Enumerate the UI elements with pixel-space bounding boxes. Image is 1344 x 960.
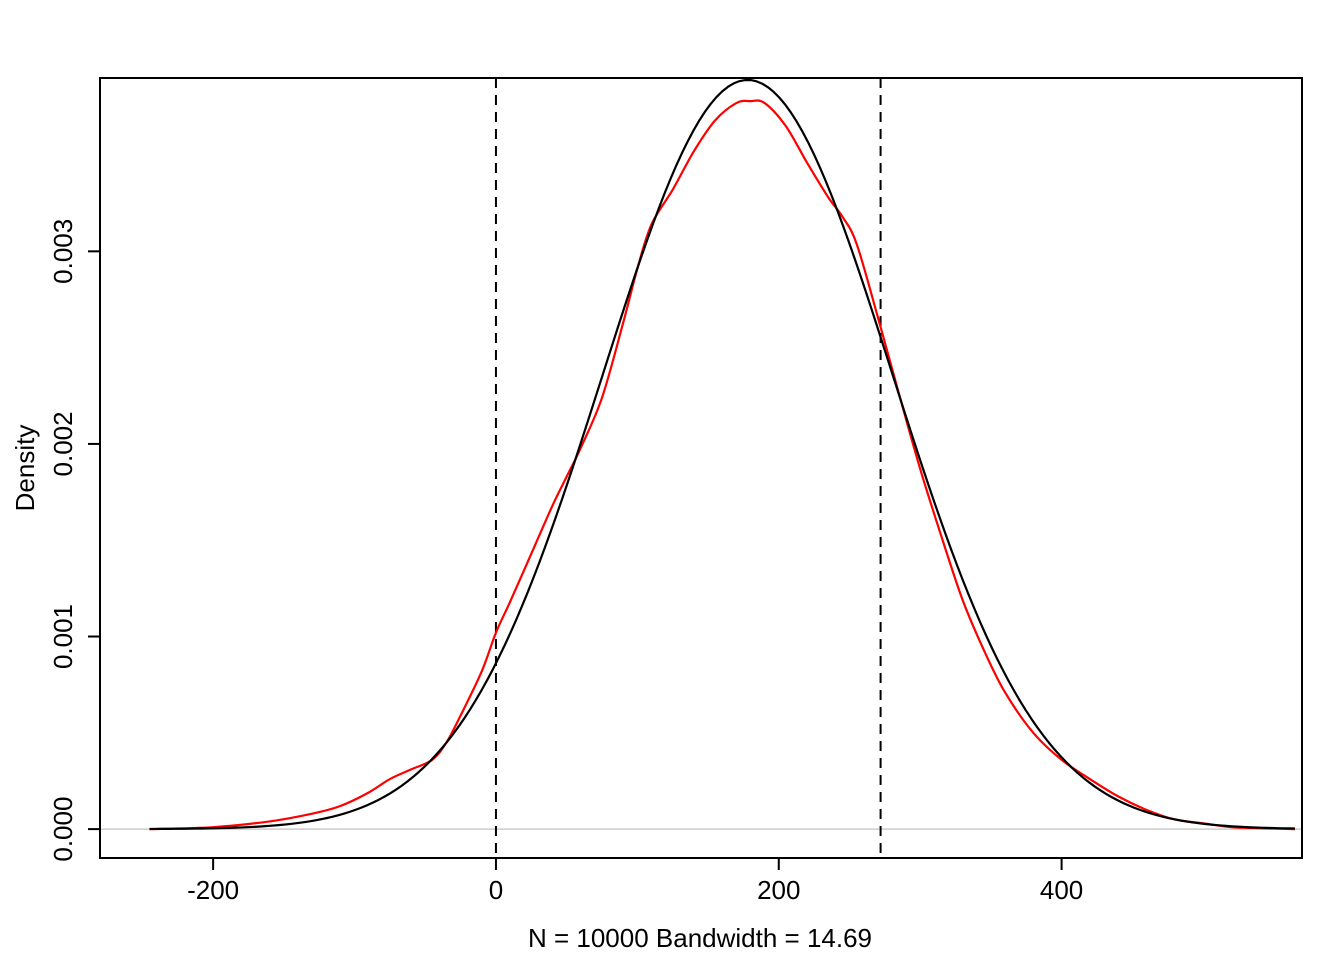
y-axis: 0.000 0.001 0.002 0.003 bbox=[48, 219, 100, 862]
y-axis-title: Density bbox=[10, 425, 40, 512]
plot-area bbox=[100, 78, 1302, 858]
plot-frame bbox=[99, 77, 1303, 859]
x-tick-label: 0 bbox=[489, 875, 503, 905]
x-axis: -200 0 200 400 bbox=[187, 858, 1083, 905]
y-tick-label: 0.003 bbox=[48, 219, 78, 284]
x-tick-label: -200 bbox=[187, 875, 239, 905]
y-tick-label: 0.001 bbox=[48, 604, 78, 669]
x-tick-label: 400 bbox=[1040, 875, 1083, 905]
density-curve-2 bbox=[149, 78, 1295, 831]
x-tick-label: 200 bbox=[757, 875, 800, 905]
x-axis-title: N = 10000 Bandwidth = 14.69 bbox=[528, 923, 872, 953]
density-curve-1 bbox=[149, 99, 1295, 831]
y-tick-label: 0.002 bbox=[48, 411, 78, 476]
y-tick-label: 0.000 bbox=[48, 797, 78, 862]
